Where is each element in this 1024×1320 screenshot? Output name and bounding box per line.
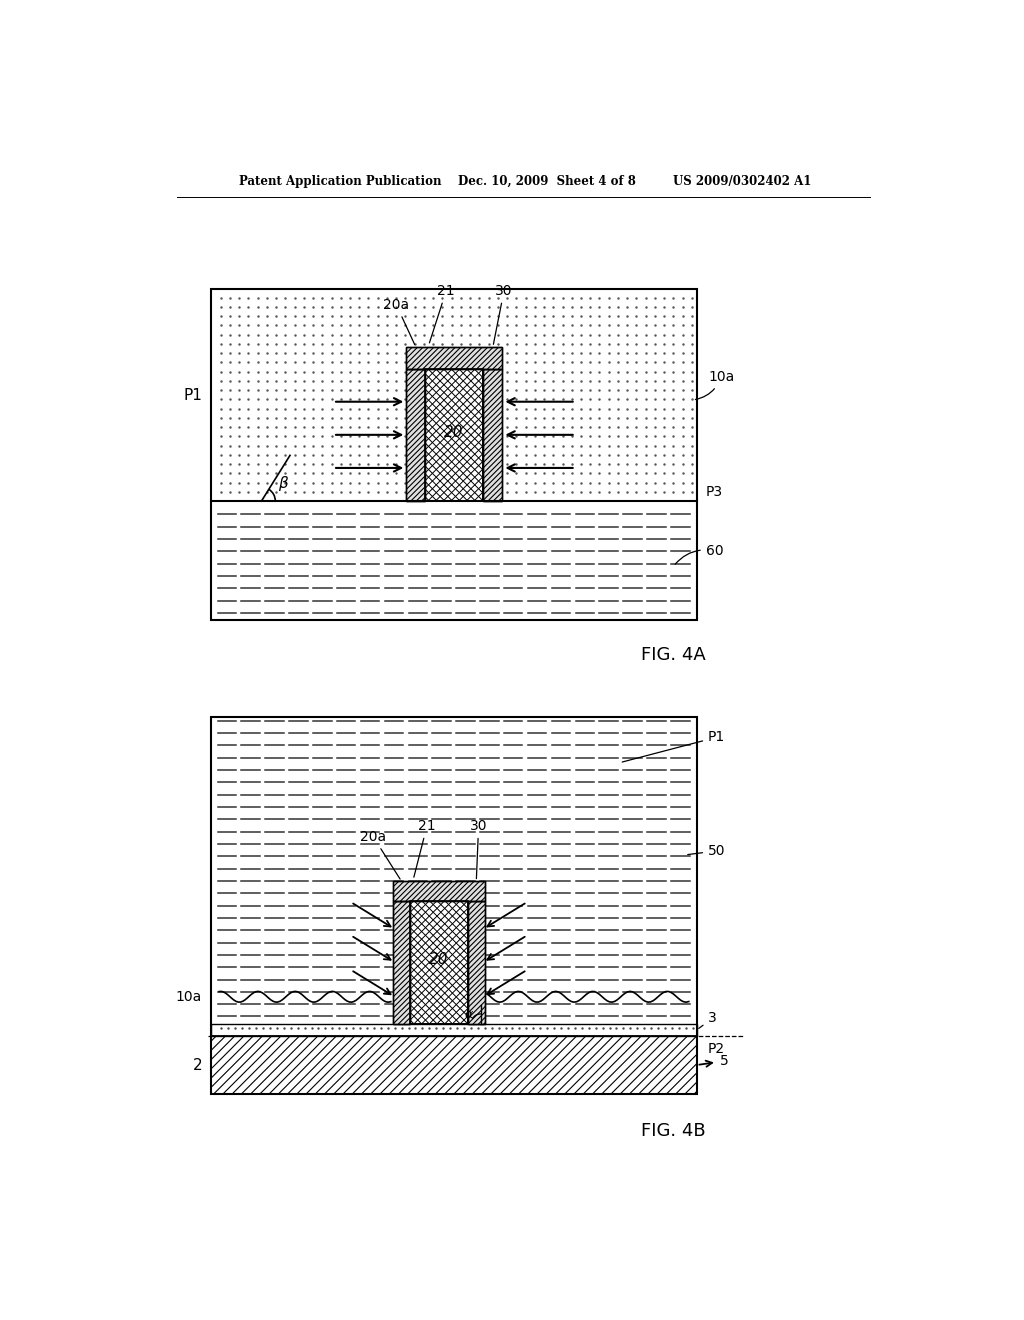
Text: 20: 20 [444,425,464,440]
Text: P1: P1 [183,388,202,403]
Bar [211,717,696,1094]
Text: P2: P2 [708,1043,725,1056]
Text: $\alpha$: $\alpha$ [464,1007,474,1020]
Bar [425,368,483,502]
Bar [468,900,484,1024]
Bar [483,368,503,502]
Text: 10a: 10a [695,370,734,400]
Bar [407,368,425,502]
Bar [483,368,503,502]
Bar [393,900,410,1024]
Text: $\beta$: $\beta$ [279,474,290,494]
Bar [211,289,696,620]
Text: 21: 21 [429,284,455,343]
Bar [407,368,425,502]
Text: 5: 5 [699,1055,728,1068]
Bar [211,502,696,620]
Text: 20a: 20a [360,830,400,879]
Bar [211,1036,696,1094]
Text: 20: 20 [429,952,449,968]
Bar [393,900,410,1024]
Bar [211,1024,696,1036]
Bar [468,900,484,1024]
Text: FIG. 4A: FIG. 4A [641,645,706,664]
Bar [410,900,468,1024]
Text: 30: 30 [470,818,487,879]
Text: 60: 60 [675,544,723,564]
Text: 20a: 20a [383,297,415,345]
Bar [211,717,696,1024]
Bar [407,347,503,368]
Text: P3: P3 [706,484,723,499]
Bar [410,900,468,1024]
Bar [393,882,484,900]
Bar [211,289,696,502]
Bar [211,1036,696,1094]
Text: 10a: 10a [176,990,202,1003]
Text: Patent Application Publication    Dec. 10, 2009  Sheet 4 of 8         US 2009/03: Patent Application Publication Dec. 10, … [239,176,811,189]
Bar [425,368,483,502]
Bar [407,347,503,368]
Bar [393,882,484,900]
Text: FIG. 4B: FIG. 4B [641,1122,706,1140]
Text: 50: 50 [688,843,726,858]
Text: 2: 2 [193,1057,202,1073]
Text: 3: 3 [698,1011,717,1028]
Text: 21: 21 [414,818,436,878]
Text: P1: P1 [623,730,725,762]
Text: 30: 30 [494,284,513,345]
